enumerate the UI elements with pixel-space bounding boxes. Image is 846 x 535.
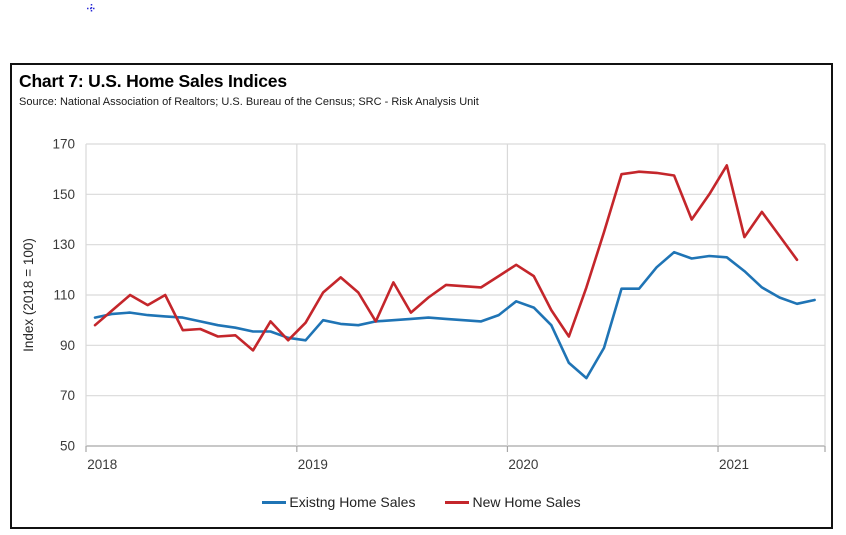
- y-tick-label: 130: [52, 237, 75, 252]
- line-chart-plot: 50 70 90 110 130 150 170 2018 2019 2020 2021 Index …: [21, 137, 826, 472]
- x-tick-label: 2020: [508, 457, 538, 472]
- chart-title: Chart 7: U.S. Home Sales Indices: [19, 71, 287, 91]
- series-line-existing-home-sales: [93, 250, 816, 380]
- series-line-new-home-sales: [93, 164, 799, 352]
- cursor-cross-icon: [87, 4, 96, 13]
- chart-source: Source: National Association of Realtors…: [19, 96, 479, 108]
- x-tick-label: 2019: [298, 457, 328, 472]
- x-tick-label: 2018: [87, 457, 117, 472]
- line-swatch-new-icon: [445, 500, 470, 504]
- y-tick-label: 150: [52, 187, 75, 202]
- legend-item-new-home-sales: New Home Sales: [445, 494, 581, 510]
- y-tick-label: 50: [60, 439, 75, 454]
- y-tick-label: 170: [52, 137, 75, 152]
- y-axis-title: Index (2018 = 100): [21, 238, 36, 352]
- chart-legend: Existng Home Sales New Home Sales: [12, 494, 831, 510]
- legend-label-existing: Existng Home Sales: [289, 494, 416, 510]
- x-tick-label: 2021: [719, 457, 749, 472]
- y-tick-label: 110: [53, 288, 75, 303]
- legend-label-new: New Home Sales: [472, 494, 581, 510]
- y-tick-label: 90: [60, 338, 75, 353]
- chart-card: Chart 7: U.S. Home Sales Indices Source:…: [10, 63, 833, 529]
- legend-item-existing-home-sales: Existng Home Sales: [262, 494, 415, 510]
- line-swatch-existing-icon: [262, 500, 287, 504]
- y-tick-label: 70: [60, 388, 75, 403]
- cursor-artifact-icon: [87, 0, 96, 13]
